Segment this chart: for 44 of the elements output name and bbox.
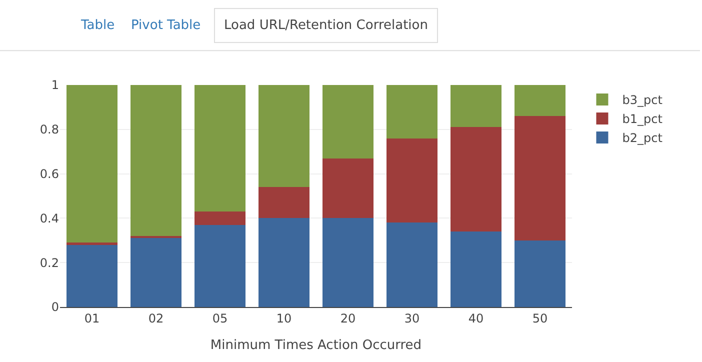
x-tick-label: 20 [340, 311, 356, 326]
y-tick-label: 0.4 [40, 211, 59, 226]
bar [194, 212, 246, 225]
x-tick-label: 10 [276, 311, 292, 326]
x-tick-label: 01 [84, 311, 100, 326]
legend-label: b2_pct [622, 131, 663, 146]
bar [130, 238, 182, 307]
bar [514, 85, 566, 116]
bar [386, 222, 438, 307]
y-tick-label: 0.6 [40, 167, 59, 181]
y-tick-label: 0.2 [40, 256, 59, 270]
bar [386, 85, 438, 138]
y-tick-label: 1 [51, 78, 59, 92]
x-tick-label: 30 [404, 311, 420, 326]
bar [194, 85, 246, 212]
bar [450, 232, 502, 307]
bar [322, 85, 374, 158]
legend-label: b3_pct [622, 93, 663, 108]
text: Table [80, 18, 115, 33]
legend-label: b1_pct [622, 112, 663, 126]
text: Pivot Table [131, 18, 201, 33]
bar [66, 244, 118, 307]
bar [514, 116, 566, 240]
y-tick-label: 0.8 [40, 122, 59, 137]
bar [194, 224, 246, 307]
bar [258, 187, 310, 218]
x-axis-title: Minimum Times Action Occurred [210, 338, 422, 353]
bar [514, 240, 566, 307]
x-tick-label: 05 [212, 311, 228, 326]
bar [386, 138, 438, 223]
bar [450, 127, 502, 232]
bar [258, 85, 310, 188]
y-tick-label: 0 [51, 300, 59, 314]
bar [66, 85, 118, 243]
bar [130, 236, 182, 238]
x-tick-label: 02 [148, 311, 164, 326]
bar [322, 158, 374, 218]
bar [450, 85, 502, 128]
bar [258, 218, 310, 307]
bar [130, 85, 182, 236]
x-tick-label: 50 [532, 311, 548, 326]
bar [322, 218, 374, 307]
text: Load URL/Retention Correlation [224, 18, 428, 33]
x-tick-label: 40 [468, 311, 484, 326]
